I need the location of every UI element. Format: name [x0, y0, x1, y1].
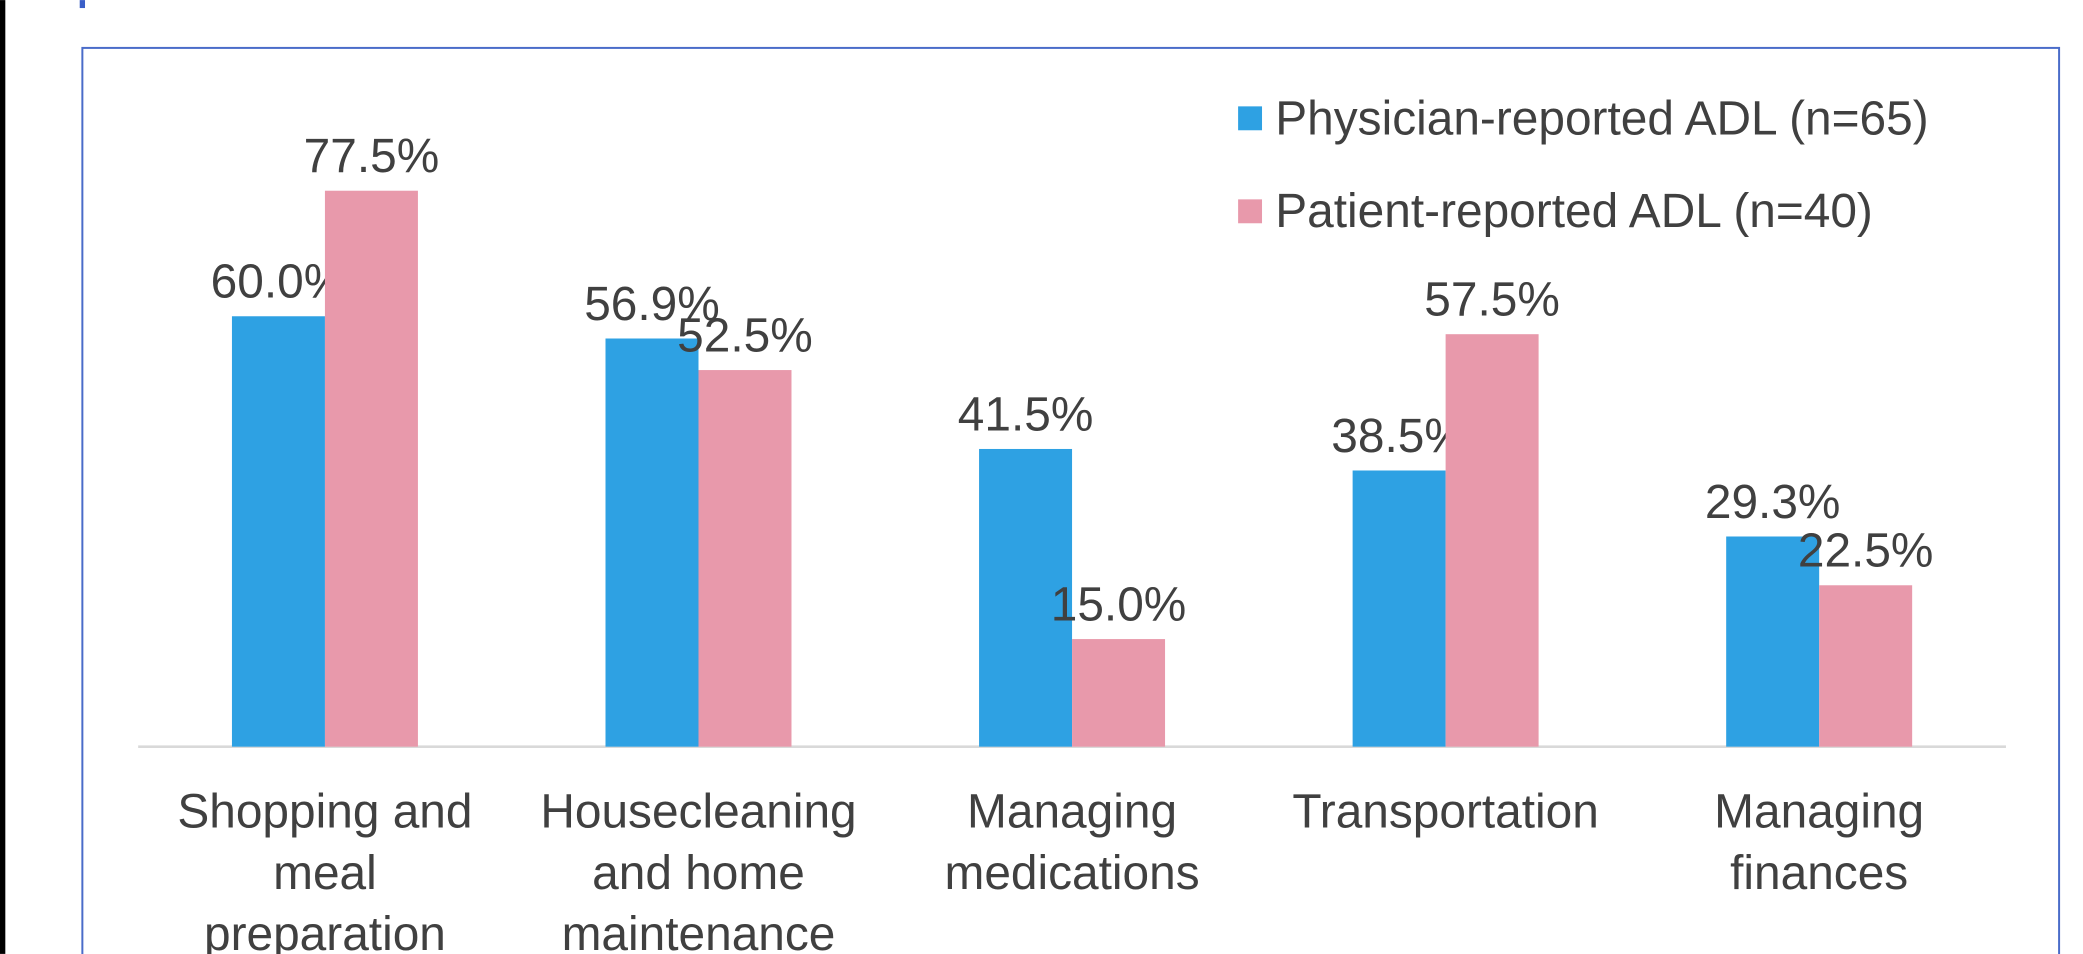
x-tick-label: Housecleaning and home maintenance	[540, 786, 856, 954]
legend-swatch	[1238, 106, 1263, 131]
data-label: 56.9%	[584, 278, 720, 331]
bar	[1819, 585, 1913, 747]
x-tick-label: Transportation	[1292, 786, 1599, 839]
data-label: 22.5%	[1798, 525, 1934, 578]
bar	[231, 316, 325, 747]
data-label: 15.0%	[1051, 578, 1187, 631]
data-label: 52.5%	[677, 309, 813, 362]
corner-mark	[79, 0, 86, 9]
data-label: 77.5%	[304, 130, 440, 183]
plot-frame	[81, 46, 2061, 954]
x-tick-label: Managing medications	[944, 786, 1199, 900]
bar	[1072, 639, 1166, 747]
data-label: 29.3%	[1705, 476, 1841, 529]
legend-label: Patient-reported ADL (n=40)	[1275, 185, 1873, 238]
bar	[605, 338, 699, 747]
data-label: 38.5%	[1331, 410, 1467, 463]
data-label: 60.0%	[211, 256, 347, 309]
x-tick-label: Managing finances	[1714, 786, 1924, 900]
bar	[1445, 334, 1539, 747]
data-label: 41.5%	[958, 388, 1094, 441]
legend-swatch	[1238, 199, 1263, 224]
bar	[324, 190, 418, 747]
data-label: 57.5%	[1424, 274, 1560, 327]
legend-label: Physician-reported ADL (n=65)	[1275, 92, 1928, 145]
bar	[698, 370, 792, 747]
bar	[979, 448, 1073, 747]
bar	[1726, 536, 1820, 747]
bar	[1352, 470, 1446, 747]
left-border	[0, 0, 6, 954]
x-tick-label: Shopping and meal preparation	[177, 786, 472, 954]
